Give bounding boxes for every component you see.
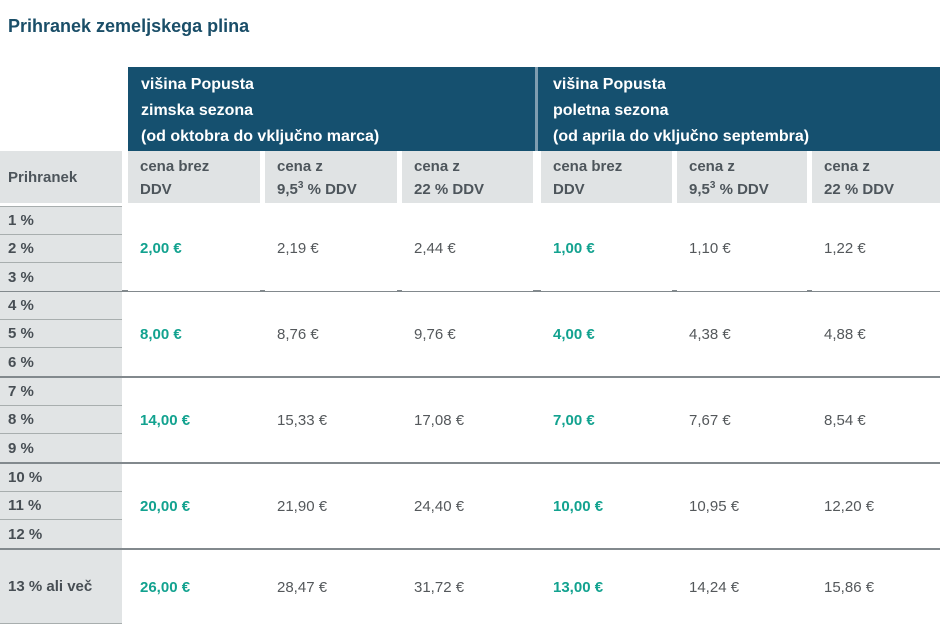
col-header-summer-brez-ddv: cena brez DDV bbox=[541, 151, 672, 203]
row-header-prihranek: Prihranek bbox=[0, 151, 122, 203]
price-cell-winter-brez: 8,00 € bbox=[128, 292, 260, 376]
footnote-marker: 3 bbox=[297, 180, 304, 191]
price-cell-winter-ddv22: 9,76 € bbox=[402, 292, 533, 376]
col-header-line2: 9,53 % DDV bbox=[689, 180, 769, 199]
season-header-line2: zimska sezona bbox=[141, 102, 254, 119]
row-label: 12 % bbox=[0, 520, 122, 548]
row-label: 13 % ali več bbox=[0, 550, 122, 624]
row-label: 1 % bbox=[0, 207, 122, 235]
price-cell-summer-brez: 13,00 € bbox=[541, 550, 672, 624]
row-label: 10 % bbox=[0, 464, 122, 492]
price-cell-summer-ddv22: 1,22 € bbox=[812, 206, 940, 291]
spacer bbox=[0, 203, 940, 206]
row-label: 7 % bbox=[0, 378, 122, 406]
col-header-line1: cena z bbox=[689, 158, 735, 175]
table-group-4-6: 4 % 5 % 6 % 8,00 € 8,76 € 9,76 € 4,00 € … bbox=[0, 292, 940, 378]
col-header-winter-ddv22: cena z 22 % DDV bbox=[402, 151, 533, 203]
season-header-line3: (od aprila do vključno septembra) bbox=[553, 128, 810, 145]
row-labels: 1 % 2 % 3 % bbox=[0, 206, 122, 291]
row-label: 2 % bbox=[0, 235, 122, 263]
col-header-line2: 22 % DDV bbox=[824, 181, 895, 198]
row-labels: 4 % 5 % 6 % bbox=[0, 292, 122, 376]
price-cell-winter-ddv95: 15,33 € bbox=[265, 378, 397, 462]
table-group-7-9: 7 % 8 % 9 % 14,00 € 15,33 € 17,08 € 7,00… bbox=[0, 378, 940, 464]
col-header-winter-ddv95: cena z 9,53 % DDV bbox=[265, 151, 397, 203]
row-label: 9 % bbox=[0, 434, 122, 462]
price-cell-summer-brez: 10,00 € bbox=[541, 464, 672, 548]
col-header-line2: 22 % DDV bbox=[414, 181, 485, 198]
col-header-line1: cena z bbox=[414, 158, 460, 175]
price-cell-winter-brez: 14,00 € bbox=[128, 378, 260, 462]
row-label: 8 % bbox=[0, 406, 122, 434]
price-cell-summer-ddv22: 12,20 € bbox=[812, 464, 940, 548]
table-subheader-row: Prihranek cena brez DDV cena z 9,53 % DD… bbox=[0, 151, 940, 203]
price-cell-winter-ddv22: 17,08 € bbox=[402, 378, 533, 462]
season-header-winter: višina Popusta zimska sezona (od oktobra… bbox=[128, 67, 533, 151]
table-header-row: višina Popusta zimska sezona (od oktobra… bbox=[0, 67, 940, 151]
price-cell-summer-ddv22: 15,86 € bbox=[812, 550, 940, 624]
price-cell-winter-brez: 20,00 € bbox=[128, 464, 260, 548]
col-header-line1: cena z bbox=[277, 158, 323, 175]
season-header-line3: (od oktobra do vključno marca) bbox=[141, 128, 380, 145]
row-label: 6 % bbox=[0, 348, 122, 376]
table-group-1-3: 1 % 2 % 3 % 2,00 € 2,19 € 2,44 € 1,00 € … bbox=[0, 206, 940, 292]
price-cell-summer-ddv95: 14,24 € bbox=[677, 550, 807, 624]
season-header-line1: višina Popusta bbox=[553, 76, 666, 93]
col-header-winter-brez-ddv: cena brez DDV bbox=[128, 151, 260, 203]
row-label: 11 % bbox=[0, 492, 122, 520]
price-cell-summer-ddv22: 4,88 € bbox=[812, 292, 940, 376]
season-divider bbox=[533, 67, 541, 151]
page-title: Prihranek zemeljskega plina bbox=[8, 16, 250, 36]
price-cell-winter-ddv95: 8,76 € bbox=[265, 292, 397, 376]
row-labels: 10 % 11 % 12 % bbox=[0, 464, 122, 548]
price-cell-summer-ddv95: 7,67 € bbox=[677, 378, 807, 462]
price-cell-winter-brez: 2,00 € bbox=[128, 206, 260, 291]
col-header-line1: cena brez bbox=[140, 158, 210, 175]
col-header-line2: DDV bbox=[553, 181, 585, 198]
col-header-summer-ddv95: cena z 9,53 % DDV bbox=[677, 151, 807, 203]
price-cell-winter-ddv22: 2,44 € bbox=[402, 206, 533, 291]
price-cell-winter-ddv95: 28,47 € bbox=[265, 550, 397, 624]
price-cell-summer-brez: 4,00 € bbox=[541, 292, 672, 376]
footnote-marker: 3 bbox=[709, 180, 716, 191]
season-header-line2: poletna sezona bbox=[553, 102, 669, 119]
season-header-summer: višina Popusta poletna sezona (od aprila… bbox=[541, 67, 940, 151]
price-cell-winter-ddv95: 2,19 € bbox=[265, 206, 397, 291]
table-group-13-plus: 13 % ali več 26,00 € 28,47 € 31,72 € 13,… bbox=[0, 550, 940, 624]
row-label: 3 % bbox=[0, 263, 122, 291]
price-cell-summer-ddv95: 1,10 € bbox=[677, 206, 807, 291]
price-cell-summer-ddv22: 8,54 € bbox=[812, 378, 940, 462]
price-cell-winter-ddv22: 24,40 € bbox=[402, 464, 533, 548]
price-cell-winter-ddv22: 31,72 € bbox=[402, 550, 533, 624]
price-cell-winter-ddv95: 21,90 € bbox=[265, 464, 397, 548]
season-header-line1: višina Popusta bbox=[141, 76, 254, 93]
col-header-line1: cena brez bbox=[553, 158, 623, 175]
col-header-line2: 9,53 % DDV bbox=[277, 180, 357, 199]
price-cell-summer-ddv95: 4,38 € bbox=[677, 292, 807, 376]
row-labels: 7 % 8 % 9 % bbox=[0, 378, 122, 462]
table-group-10-12: 10 % 11 % 12 % 20,00 € 21,90 € 24,40 € 1… bbox=[0, 464, 940, 550]
pricing-table: višina Popusta zimska sezona (od oktobra… bbox=[0, 67, 940, 624]
price-cell-summer-brez: 1,00 € bbox=[541, 206, 672, 291]
price-cell-summer-brez: 7,00 € bbox=[541, 378, 672, 462]
col-header-summer-ddv22: cena z 22 % DDV bbox=[812, 151, 940, 203]
price-cell-winter-brez: 26,00 € bbox=[128, 550, 260, 624]
row-label: 5 % bbox=[0, 320, 122, 348]
col-header-line2: DDV bbox=[140, 181, 172, 198]
price-cell-summer-ddv95: 10,95 € bbox=[677, 464, 807, 548]
row-label: 4 % bbox=[0, 292, 122, 320]
col-header-line1: cena z bbox=[824, 158, 870, 175]
